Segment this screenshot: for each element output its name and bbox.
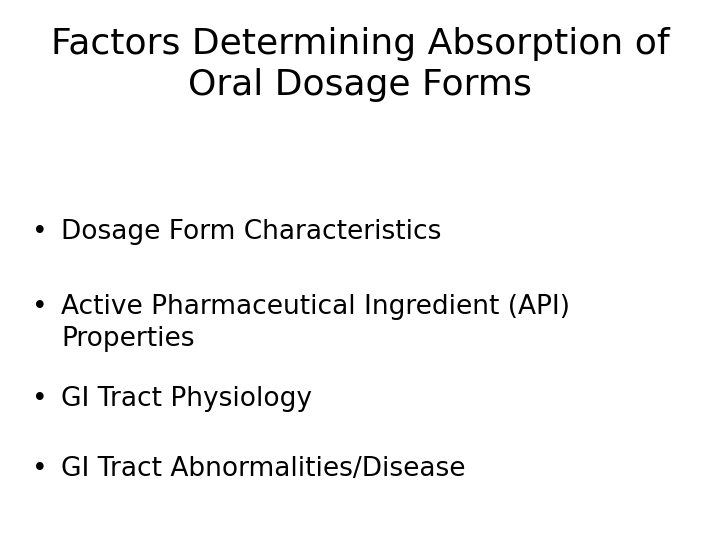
Text: GI Tract Abnormalities/Disease: GI Tract Abnormalities/Disease <box>61 456 466 482</box>
Text: •: • <box>32 386 48 412</box>
Text: •: • <box>32 456 48 482</box>
Text: •: • <box>32 219 48 245</box>
Text: GI Tract Physiology: GI Tract Physiology <box>61 386 312 412</box>
Text: Factors Determining Absorption of
Oral Dosage Forms: Factors Determining Absorption of Oral D… <box>50 27 670 102</box>
Text: Active Pharmaceutical Ingredient (API)
Properties: Active Pharmaceutical Ingredient (API) P… <box>61 294 570 352</box>
Text: Dosage Form Characteristics: Dosage Form Characteristics <box>61 219 441 245</box>
Text: •: • <box>32 294 48 320</box>
